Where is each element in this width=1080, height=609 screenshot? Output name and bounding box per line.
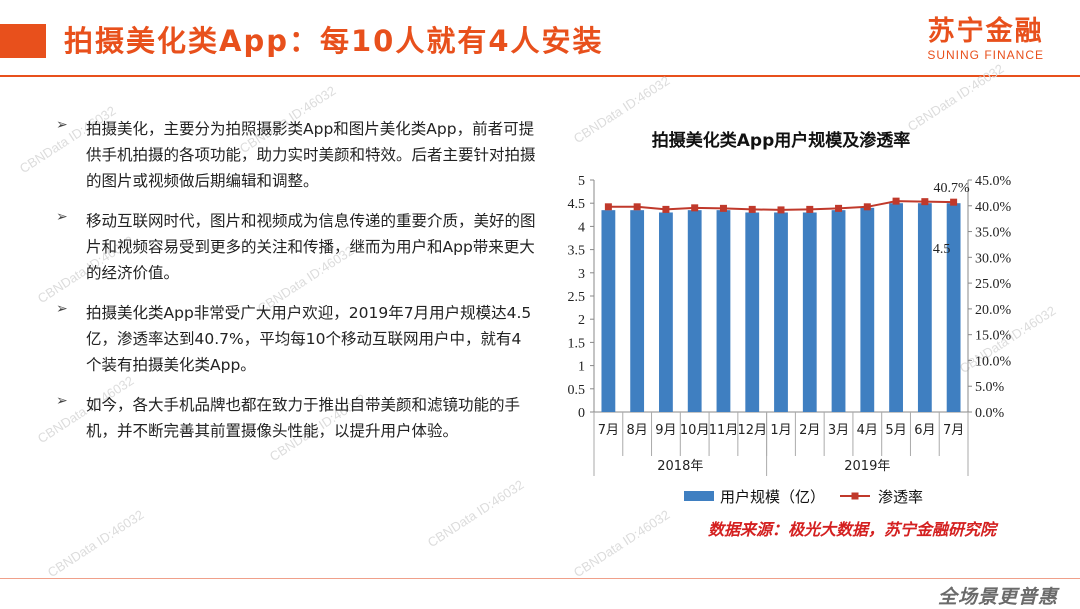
bar — [860, 207, 875, 412]
right-axis-tick-label: 30.0% — [975, 251, 1012, 266]
bar — [716, 210, 731, 412]
category-label: 10月 — [680, 423, 710, 438]
line-point — [719, 204, 727, 212]
right-axis-tick-label: 25.0% — [975, 277, 1012, 292]
bar — [831, 210, 846, 412]
brand-logo: 苏宁金融 SUNING FINANCE — [927, 16, 1044, 62]
right-axis-tick-label: 0.0% — [975, 406, 1005, 421]
page-title: 拍摄美化类App：每10人就有4人安装 — [64, 24, 604, 58]
right-axis-tick-label: 45.0% — [975, 174, 1012, 189]
bar — [889, 203, 903, 412]
category-label: 3月 — [828, 423, 849, 438]
watermark: CBNData ID:46032 — [424, 476, 527, 551]
bullet-item: ➢ 拍摄美化类App非常受广大用户欢迎，2019年7月用户规模达4.5亿，渗透率… — [52, 300, 536, 378]
arrow-bullet-icon: ➢ — [56, 393, 68, 409]
line-point — [777, 206, 785, 214]
bullet-item: ➢ 拍摄美化，主要分为拍照摄影类App和图片美化类App，前者可提供手机拍摄的各… — [52, 116, 536, 194]
title-accent-bar — [0, 24, 46, 58]
bullet-list: ➢ 拍摄美化，主要分为拍照摄影类App和图片美化类App，前者可提供手机拍摄的各… — [52, 116, 536, 458]
bar — [659, 212, 673, 412]
right-axis-tick-label: 40.0% — [975, 200, 1012, 215]
bar — [774, 212, 788, 412]
line-point — [863, 203, 871, 211]
bullet-text: 拍摄美化，主要分为拍照摄影类App和图片美化类App，前者可提供手机拍摄的各项功… — [86, 120, 536, 190]
left-axis-tick-label: 0 — [578, 406, 585, 421]
line-point — [633, 203, 641, 211]
bar — [946, 203, 961, 412]
right-axis-tick-label: 35.0% — [975, 226, 1012, 241]
legend-line-marker — [851, 492, 859, 500]
chart-title: 拍摄美化类App用户规模及渗透率 — [652, 130, 911, 151]
category-label: 1月 — [770, 423, 791, 438]
watermark: CBNData ID:46032 — [44, 506, 147, 581]
bullet-text: 如今，各大手机品牌也都在致力于推出自带美颜和滤镜功能的手机，并不断完善其前置摄像… — [86, 396, 521, 440]
bar — [630, 210, 645, 412]
bar — [687, 210, 702, 412]
category-label: 12月 — [737, 423, 767, 438]
line-point — [662, 205, 670, 213]
bullet-item: ➢ 如今，各大手机品牌也都在致力于推出自带美颜和滤镜功能的手机，并不断完善其前置… — [52, 392, 536, 444]
legend-line-label: 渗透率 — [878, 488, 923, 506]
category-label: 4月 — [857, 423, 878, 438]
line-point — [691, 204, 699, 212]
line-data-label: 40.7% — [934, 181, 971, 196]
group-label: 2018年 — [657, 459, 703, 474]
left-axis-tick-label: 3 — [578, 267, 585, 282]
right-axis-tick-label: 10.0% — [975, 354, 1012, 369]
line-point — [892, 197, 900, 205]
category-label: 7月 — [598, 423, 619, 438]
category-label: 8月 — [627, 423, 648, 438]
legend-bar-swatch — [684, 491, 714, 501]
arrow-bullet-icon: ➢ — [56, 209, 68, 225]
category-label: 6月 — [914, 423, 935, 438]
category-label: 9月 — [655, 423, 676, 438]
brand-logo-cn: 苏宁金融 — [927, 16, 1044, 47]
category-label: 11月 — [709, 423, 739, 438]
line-point — [921, 198, 929, 206]
line-point — [950, 198, 958, 206]
bullet-text: 拍摄美化类App非常受广大用户欢迎，2019年7月用户规模达4.5亿，渗透率达到… — [86, 304, 532, 374]
left-axis-tick-label: 3.5 — [568, 244, 586, 259]
arrow-bullet-icon: ➢ — [56, 117, 68, 133]
footer-divider — [0, 578, 1080, 579]
line-point — [806, 205, 814, 213]
line-point — [604, 203, 612, 211]
left-axis-tick-label: 5 — [578, 174, 585, 189]
right-axis-tick-label: 15.0% — [975, 329, 1012, 344]
corner-slogan: 全场景更普惠 — [937, 586, 1058, 608]
group-label: 2019年 — [844, 459, 890, 474]
category-label: 7月 — [943, 423, 964, 438]
bullet-item: ➢ 移动互联网时代，图片和视频成为信息传递的重要介质，美好的图片和视频容易受到更… — [52, 208, 536, 286]
left-axis-tick-label: 1 — [578, 360, 585, 375]
bullet-text: 移动互联网时代，图片和视频成为信息传递的重要介质，美好的图片和视频容易受到更多的… — [86, 212, 536, 282]
brand-logo-en: SUNING FINANCE — [927, 48, 1044, 62]
category-label: 5月 — [885, 423, 906, 438]
bar — [601, 210, 616, 412]
line-point — [748, 205, 756, 213]
right-axis-tick-label: 20.0% — [975, 303, 1012, 318]
left-axis-tick-label: 2.5 — [568, 290, 586, 305]
header-divider — [0, 75, 1080, 77]
left-axis-tick-label: 2 — [578, 313, 585, 328]
left-axis-tick-label: 0.5 — [568, 383, 586, 398]
left-axis-tick-label: 4 — [578, 220, 585, 235]
category-label: 2月 — [799, 423, 820, 438]
legend-bar-label: 用户规模（亿） — [720, 488, 825, 506]
bar-data-label: 4.5 — [933, 242, 951, 257]
left-axis-tick-label: 4.5 — [568, 197, 586, 212]
left-axis-tick-label: 1.5 — [568, 336, 586, 351]
bar — [917, 203, 932, 412]
data-source: 数据来源：极光大数据，苏宁金融研究院 — [708, 520, 997, 539]
bar — [802, 212, 817, 412]
user-scale-penetration-chart: 拍摄美化类App用户规模及渗透率 0 0.5 1 1.5 2 2.5 3 3.5 4 4.5 5 0.0… — [568, 130, 1012, 506]
arrow-bullet-icon: ➢ — [56, 301, 68, 317]
right-axis-tick-label: 5.0% — [975, 380, 1005, 395]
bar — [745, 212, 760, 412]
line-point — [835, 204, 843, 212]
